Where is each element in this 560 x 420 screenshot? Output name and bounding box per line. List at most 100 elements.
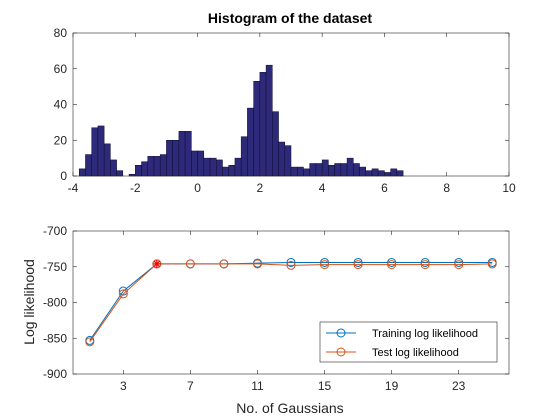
x-tick-label: 2	[257, 181, 264, 195]
histogram-bar	[91, 127, 99, 177]
histogram-bar	[284, 145, 292, 177]
x-tick-label: 0	[194, 181, 201, 195]
histogram-bar	[265, 64, 273, 177]
test-point	[85, 337, 95, 347]
y-tick-label: -700	[43, 224, 67, 238]
histogram-x-ticks: -4 -2 0 2 4 6 8 10	[68, 33, 516, 195]
histogram-bar	[315, 163, 323, 177]
y-tick-label: 60	[54, 62, 68, 76]
x-tick-label: 23	[452, 379, 466, 393]
histogram-bar	[384, 172, 391, 177]
histogram-bar	[147, 156, 155, 177]
histogram-bar	[296, 166, 304, 177]
histogram-bar	[197, 150, 205, 177]
histogram-bar	[309, 163, 317, 177]
histogram-bar	[135, 165, 142, 177]
legend-box	[319, 321, 498, 363]
test-point	[387, 260, 397, 270]
training-point	[454, 257, 464, 267]
training-point	[353, 257, 363, 267]
x-tick-label: 15	[318, 379, 332, 393]
histogram-bar	[228, 165, 236, 177]
x-tick-label: 6	[381, 181, 388, 195]
legend-test-marker	[336, 347, 346, 357]
x-tick-label: 19	[385, 379, 399, 393]
histogram-bar	[78, 168, 86, 177]
histogram-bar	[222, 166, 229, 177]
x-tick-label: 4	[319, 181, 326, 195]
histogram-y-ticks: 0 20 40 60 80	[54, 26, 509, 183]
histogram-bar	[97, 125, 105, 177]
histogram-bar	[359, 166, 366, 177]
histogram-bar	[390, 168, 398, 177]
histogram-bar	[191, 150, 198, 177]
histogram-bar	[240, 136, 248, 177]
y-tick-label: 0	[60, 169, 67, 183]
legend-training-label: Training log likelihood	[372, 328, 478, 340]
test-point	[118, 289, 128, 299]
histogram-bar	[110, 159, 117, 177]
training-point	[118, 286, 128, 296]
x-tick-label: 10	[502, 181, 516, 195]
histogram-bar	[184, 131, 192, 177]
y-tick-label: 20	[54, 133, 68, 147]
x-tick-label: 7	[187, 379, 194, 393]
test-point	[353, 260, 363, 270]
histogram-bar	[153, 156, 161, 177]
test-point	[286, 260, 296, 270]
legend-test-label: Test log likelihood	[372, 347, 459, 359]
histogram-bar	[365, 170, 373, 177]
histogram-bar	[172, 140, 180, 177]
likelihood-axes: 3 7 11 15 19 23 -900 -850 -800 -750 -700 No. of G…	[21, 224, 510, 416]
test-point	[185, 259, 195, 269]
histogram-bar	[328, 165, 335, 177]
histogram-bar	[103, 143, 111, 177]
histogram-bar	[247, 107, 254, 177]
likelihood-x-label: No. of Gaussians	[236, 400, 343, 416]
y-tick-label: -750	[43, 260, 67, 274]
test-point	[219, 259, 229, 269]
y-tick-label: -800	[43, 296, 67, 310]
training-point	[286, 257, 296, 267]
training-point	[387, 257, 397, 267]
histogram-bar	[278, 141, 286, 177]
training-point	[420, 257, 430, 267]
best-model-marker	[152, 259, 161, 268]
histogram-bar	[303, 168, 310, 177]
x-tick-label: 11	[251, 379, 264, 393]
test-point	[320, 260, 330, 270]
histogram-title: Histogram of the dataset	[208, 10, 372, 26]
best-marker-stroke	[153, 260, 161, 268]
histogram-bar	[253, 81, 261, 177]
test-point	[252, 259, 262, 269]
histogram-bar	[259, 72, 267, 177]
histogram-bar	[141, 161, 148, 177]
histogram-bar	[209, 157, 217, 177]
histogram-bar	[371, 168, 379, 177]
histogram-bar	[377, 170, 385, 177]
likelihood-x-ticks: 3 7 11 15 19 23	[120, 231, 466, 393]
x-tick-label: -2	[130, 181, 141, 195]
histogram-bar	[85, 154, 92, 177]
histogram-bar	[321, 159, 329, 177]
histogram-bar	[353, 163, 360, 177]
histogram-axes: Histogram of the dataset -4 -2 0 2 4 6 8 10 0 20…	[54, 10, 516, 195]
histogram-bar	[178, 131, 186, 177]
histogram-bar	[166, 140, 173, 177]
legend: Training log likelihood Test log likelih…	[319, 321, 498, 363]
histogram-bar	[396, 170, 404, 177]
histogram-bar	[116, 170, 124, 177]
x-tick-label: -4	[68, 181, 79, 195]
test-point	[454, 260, 464, 270]
training-point	[320, 257, 330, 267]
x-tick-label: 3	[120, 379, 127, 393]
test-point	[487, 259, 497, 269]
likelihood-lines	[85, 257, 497, 347]
histogram-bar	[234, 157, 242, 177]
y-tick-label: 40	[54, 98, 68, 112]
x-tick-label: 8	[443, 181, 450, 195]
y-tick-label: -850	[43, 331, 67, 345]
histogram-bar	[290, 166, 298, 177]
histogram-bar	[216, 159, 223, 177]
